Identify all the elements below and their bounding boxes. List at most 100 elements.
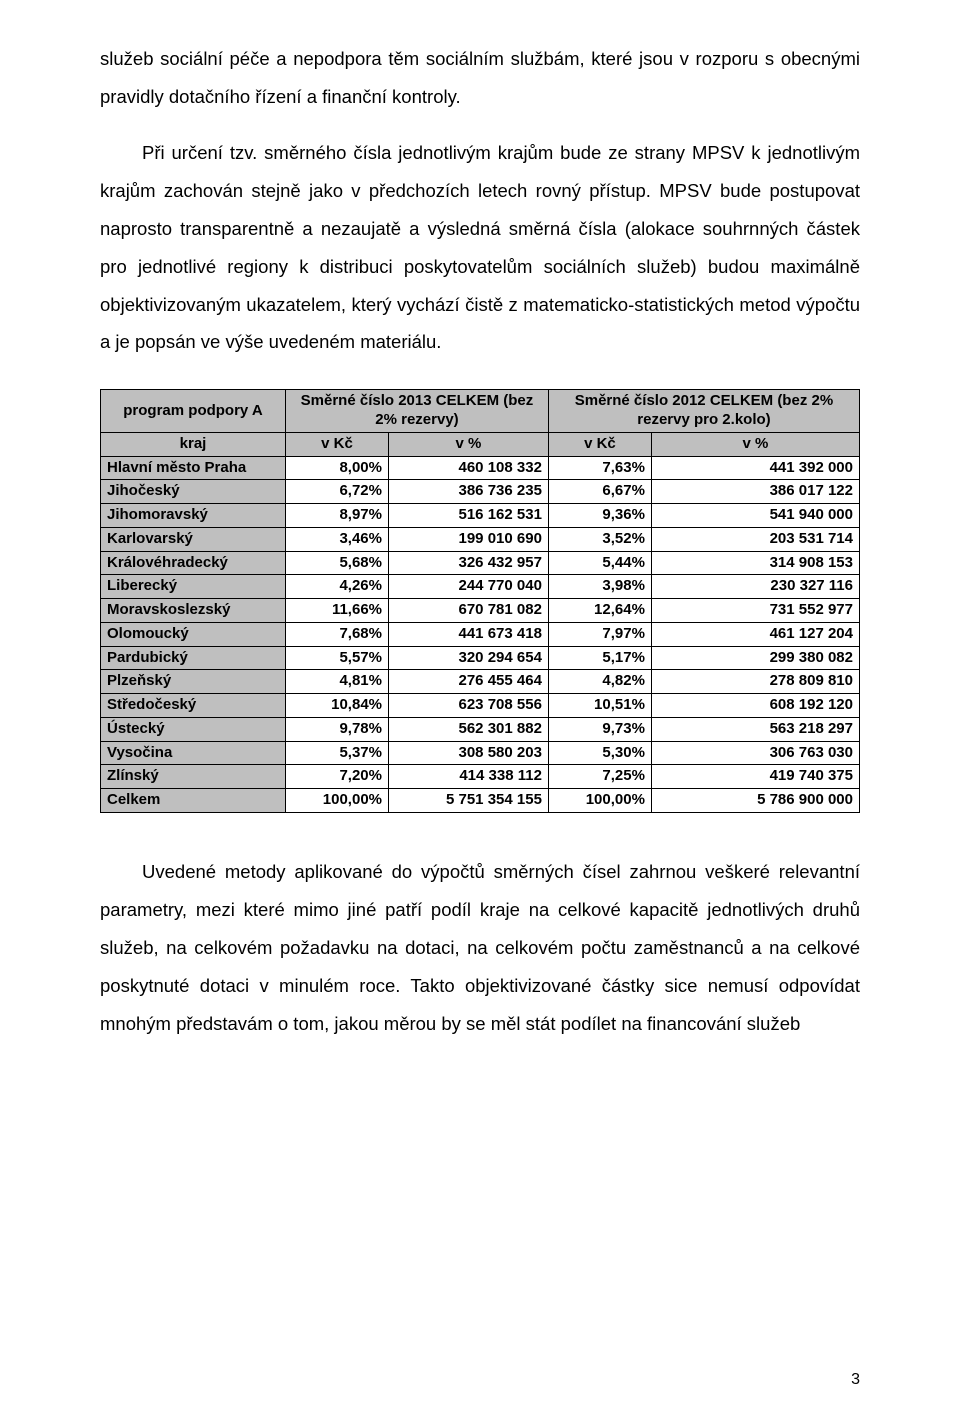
kc-2013-cell: 326 432 957: [389, 551, 549, 575]
pct-2013-cell: 10,84%: [286, 694, 389, 718]
pct-2013-cell: 9,78%: [286, 717, 389, 741]
header-2012: Směrné číslo 2012 CELKEM (bez 2% rezervy…: [548, 390, 859, 433]
kc-2012-cell: 461 127 204: [651, 622, 859, 646]
pct-2013-cell: 8,97%: [286, 504, 389, 528]
kc-2012-cell: 419 740 375: [651, 765, 859, 789]
region-name-cell: Ústecký: [101, 717, 286, 741]
kc-2012-cell: 608 192 120: [651, 694, 859, 718]
table-row: Liberecký4,26%244 770 0403,98%230 327 11…: [101, 575, 860, 599]
kc-2012-cell: 5 786 900 000: [651, 789, 859, 813]
region-name-cell: Královéhradecký: [101, 551, 286, 575]
region-name-cell: Pardubický: [101, 646, 286, 670]
pct-2013-cell: 11,66%: [286, 599, 389, 623]
pct-2013-cell: 100,00%: [286, 789, 389, 813]
header-2013-kc: v Kč: [286, 432, 389, 456]
kc-2013-cell: 320 294 654: [389, 646, 549, 670]
table-row: Celkem100,00%5 751 354 155100,00%5 786 9…: [101, 789, 860, 813]
kc-2012-cell: 299 380 082: [651, 646, 859, 670]
region-name-cell: Plzeňský: [101, 670, 286, 694]
kc-2012-cell: 386 017 122: [651, 480, 859, 504]
kc-2012-cell: 441 392 000: [651, 456, 859, 480]
pct-2012-cell: 3,52%: [548, 527, 651, 551]
kc-2012-cell: 563 218 297: [651, 717, 859, 741]
pct-2013-cell: 4,81%: [286, 670, 389, 694]
kc-2013-cell: 386 736 235: [389, 480, 549, 504]
pct-2012-cell: 7,25%: [548, 765, 651, 789]
region-name-cell: Karlovarský: [101, 527, 286, 551]
pct-2012-cell: 9,36%: [548, 504, 651, 528]
pct-2012-cell: 10,51%: [548, 694, 651, 718]
pct-2012-cell: 7,63%: [548, 456, 651, 480]
region-name-cell: Celkem: [101, 789, 286, 813]
paragraph-2: Při určení tzv. směrného čísla jednotliv…: [100, 134, 860, 362]
table-row: Moravskoslezský11,66%670 781 08212,64%73…: [101, 599, 860, 623]
pct-2012-cell: 5,30%: [548, 741, 651, 765]
region-name-cell: Olomoucký: [101, 622, 286, 646]
region-name-cell: Vysočina: [101, 741, 286, 765]
table-row: Středočeský10,84%623 708 55610,51%608 19…: [101, 694, 860, 718]
kc-2012-cell: 278 809 810: [651, 670, 859, 694]
pct-2013-cell: 5,37%: [286, 741, 389, 765]
header-2012-kc: v Kč: [548, 432, 651, 456]
kc-2012-cell: 314 908 153: [651, 551, 859, 575]
kc-2013-cell: 199 010 690: [389, 527, 549, 551]
table-header: program podpory A Směrné číslo 2013 CELK…: [101, 390, 860, 456]
kc-2013-cell: 460 108 332: [389, 456, 549, 480]
kc-2013-cell: 670 781 082: [389, 599, 549, 623]
table-row: Pardubický5,57%320 294 6545,17%299 380 0…: [101, 646, 860, 670]
pct-2013-cell: 7,20%: [286, 765, 389, 789]
summary-table: program podpory A Směrné číslo 2013 CELK…: [100, 389, 860, 813]
document-page: služeb sociální péče a nepodpora těm soc…: [0, 0, 960, 1417]
table-row: Olomoucký7,68%441 673 4187,97%461 127 20…: [101, 622, 860, 646]
page-number: 3: [851, 1371, 860, 1389]
kc-2013-cell: 244 770 040: [389, 575, 549, 599]
region-name-cell: Moravskoslezský: [101, 599, 286, 623]
table-header-row-1: program podpory A Směrné číslo 2013 CELK…: [101, 390, 860, 433]
kc-2013-cell: 441 673 418: [389, 622, 549, 646]
pct-2012-cell: 3,98%: [548, 575, 651, 599]
pct-2013-cell: 6,72%: [286, 480, 389, 504]
header-2013: Směrné číslo 2013 CELKEM (bez 2% rezervy…: [286, 390, 549, 433]
pct-2012-cell: 5,17%: [548, 646, 651, 670]
pct-2013-cell: 4,26%: [286, 575, 389, 599]
region-name-cell: Zlínský: [101, 765, 286, 789]
pct-2013-cell: 3,46%: [286, 527, 389, 551]
kc-2013-cell: 623 708 556: [389, 694, 549, 718]
pct-2013-cell: 5,57%: [286, 646, 389, 670]
table-row: Jihočeský6,72%386 736 2356,67%386 017 12…: [101, 480, 860, 504]
table-row: Ústecký9,78%562 301 8829,73%563 218 297: [101, 717, 860, 741]
pct-2012-cell: 12,64%: [548, 599, 651, 623]
table-row: Karlovarský3,46%199 010 6903,52%203 531 …: [101, 527, 860, 551]
pct-2012-cell: 100,00%: [548, 789, 651, 813]
kc-2013-cell: 5 751 354 155: [389, 789, 549, 813]
pct-2013-cell: 8,00%: [286, 456, 389, 480]
kc-2013-cell: 276 455 464: [389, 670, 549, 694]
pct-2013-cell: 5,68%: [286, 551, 389, 575]
kc-2013-cell: 516 162 531: [389, 504, 549, 528]
header-2012-pct: v %: [651, 432, 859, 456]
kc-2013-cell: 308 580 203: [389, 741, 549, 765]
header-program: program podpory A: [101, 390, 286, 433]
table-body: Hlavní město Praha8,00%460 108 3327,63%4…: [101, 456, 860, 812]
header-2013-pct: v %: [389, 432, 549, 456]
table-row: Hlavní město Praha8,00%460 108 3327,63%4…: [101, 456, 860, 480]
table-row: Zlínský7,20%414 338 1127,25%419 740 375: [101, 765, 860, 789]
header-kraj: kraj: [101, 432, 286, 456]
kc-2012-cell: 203 531 714: [651, 527, 859, 551]
kc-2013-cell: 414 338 112: [389, 765, 549, 789]
pct-2012-cell: 6,67%: [548, 480, 651, 504]
table-header-row-2: kraj v Kč v % v Kč v %: [101, 432, 860, 456]
paragraph-1: služeb sociální péče a nepodpora těm soc…: [100, 40, 860, 116]
region-name-cell: Hlavní město Praha: [101, 456, 286, 480]
pct-2012-cell: 5,44%: [548, 551, 651, 575]
table-row: Vysočina5,37%308 580 2035,30%306 763 030: [101, 741, 860, 765]
paragraph-3: Uvedené metody aplikované do výpočtů smě…: [100, 853, 860, 1043]
kc-2012-cell: 541 940 000: [651, 504, 859, 528]
region-name-cell: Jihomoravský: [101, 504, 286, 528]
pct-2012-cell: 7,97%: [548, 622, 651, 646]
kc-2012-cell: 230 327 116: [651, 575, 859, 599]
table-row: Královéhradecký5,68%326 432 9575,44%314 …: [101, 551, 860, 575]
pct-2012-cell: 4,82%: [548, 670, 651, 694]
pct-2012-cell: 9,73%: [548, 717, 651, 741]
table-row: Jihomoravský8,97%516 162 5319,36%541 940…: [101, 504, 860, 528]
